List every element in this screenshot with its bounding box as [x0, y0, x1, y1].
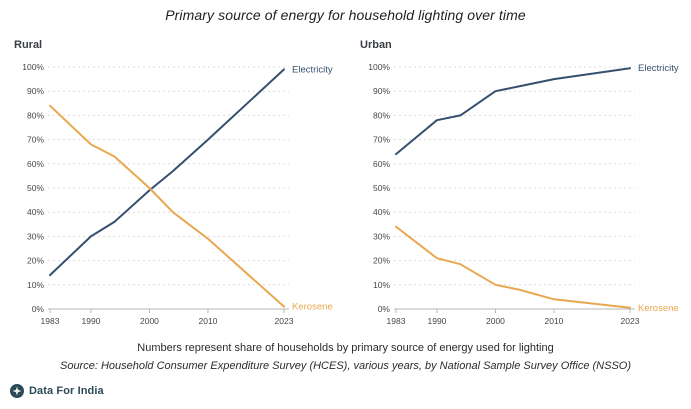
- svg-text:60%: 60%: [27, 159, 44, 169]
- svg-text:1983: 1983: [41, 316, 60, 326]
- svg-text:2023: 2023: [275, 316, 294, 326]
- svg-text:90%: 90%: [27, 86, 44, 96]
- svg-text:1990: 1990: [81, 316, 100, 326]
- svg-text:20%: 20%: [373, 256, 390, 266]
- svg-text:0%: 0%: [378, 304, 391, 314]
- svg-text:30%: 30%: [27, 231, 44, 241]
- svg-text:70%: 70%: [27, 135, 44, 145]
- svg-text:1983: 1983: [387, 316, 406, 326]
- footnote: Numbers represent share of households by…: [137, 342, 554, 354]
- svg-text:100%: 100%: [368, 62, 390, 72]
- svg-text:0%: 0%: [32, 304, 45, 314]
- svg-text:80%: 80%: [373, 110, 390, 120]
- svg-text:1990: 1990: [427, 316, 446, 326]
- panel-title-rural: Rural: [14, 39, 43, 51]
- svg-text:Electricity: Electricity: [292, 64, 333, 75]
- svg-text:Electricity: Electricity: [638, 63, 679, 74]
- rural-line-chart: 0% 10% 20% 30% 40% 50% 60% 70% 80% 90% 100% 1983 199…: [22, 62, 333, 326]
- panel-urban: Urban 0% 10% 20% 30% 40% 50% 60% 70% 80% 90% 100% 1…: [360, 38, 691, 326]
- svg-text:50%: 50%: [27, 183, 44, 193]
- svg-text:90%: 90%: [373, 86, 390, 96]
- svg-text:70%: 70%: [373, 135, 390, 145]
- brand-name: Data For India: [29, 385, 104, 397]
- panels-row: Rural 0% 10% 20% 30% 40% 50% 60% 70% 80% 90% 100% 1…: [0, 38, 691, 326]
- svg-text:10%: 10%: [373, 280, 390, 290]
- svg-text:2010: 2010: [544, 316, 563, 326]
- svg-text:2000: 2000: [140, 316, 159, 326]
- svg-text:Kerosene: Kerosene: [292, 302, 333, 313]
- svg-text:40%: 40%: [27, 207, 44, 217]
- svg-text:40%: 40%: [373, 207, 390, 217]
- brand: Data For India: [10, 384, 691, 398]
- svg-text:2023: 2023: [621, 316, 640, 326]
- svg-text:Kerosene: Kerosene: [638, 303, 679, 314]
- svg-text:100%: 100%: [22, 62, 44, 72]
- data-for-india-logo-icon: [10, 384, 24, 398]
- svg-text:80%: 80%: [27, 110, 44, 120]
- svg-text:60%: 60%: [373, 159, 390, 169]
- svg-text:2000: 2000: [486, 316, 505, 326]
- source-note: Source: Household Consumer Expenditure S…: [59, 360, 631, 372]
- svg-text:30%: 30%: [373, 231, 390, 241]
- page-title: Primary source of energy for household l…: [165, 7, 526, 23]
- panel-title-urban: Urban: [360, 39, 392, 51]
- panel-rural: Rural 0% 10% 20% 30% 40% 50% 60% 70% 80% 90% 100% 1…: [14, 38, 346, 326]
- svg-text:2010: 2010: [198, 316, 217, 326]
- svg-text:50%: 50%: [373, 183, 390, 193]
- svg-text:20%: 20%: [27, 256, 44, 266]
- urban-line-chart: 0% 10% 20% 30% 40% 50% 60% 70% 80% 90% 100% 1983 199…: [368, 62, 679, 326]
- svg-text:10%: 10%: [27, 280, 44, 290]
